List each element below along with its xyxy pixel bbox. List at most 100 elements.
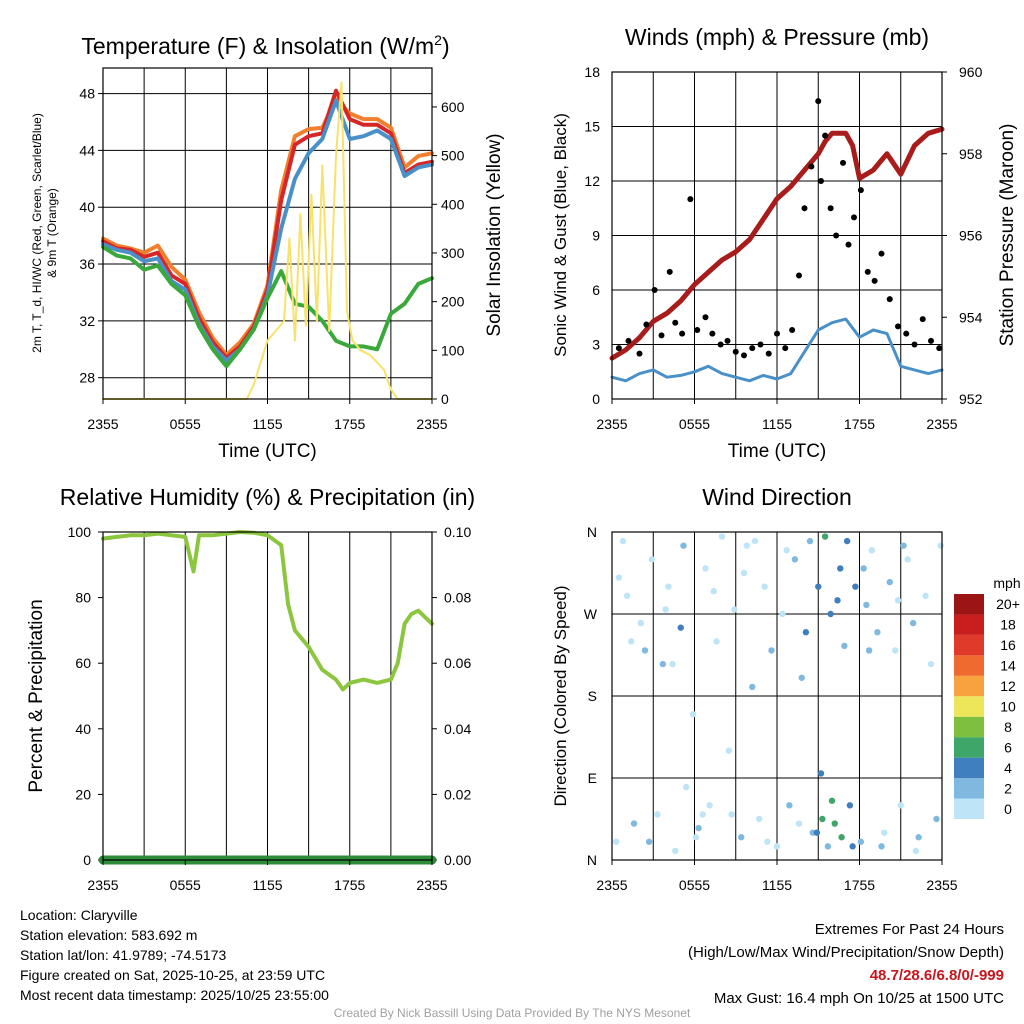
chart-title: Wind Direction xyxy=(702,484,852,510)
x-tick-label: 1755 xyxy=(844,416,875,432)
colorbar-swatch xyxy=(954,634,984,656)
direction-point xyxy=(915,834,922,841)
x-axis-label: Time (UTC) xyxy=(728,441,827,462)
y-tick-label: 60 xyxy=(75,655,91,671)
x-tick-label: 0555 xyxy=(679,877,710,893)
direction-point xyxy=(695,824,702,832)
y2-tick-label: 958 xyxy=(959,146,983,162)
y-axis-label-2: & 9m T (Orange) xyxy=(45,188,59,278)
direction-point xyxy=(852,583,859,590)
direction-point xyxy=(786,802,793,809)
y2-tick-label: 0.06 xyxy=(444,655,471,671)
gust-point xyxy=(709,330,716,337)
direction-point xyxy=(912,847,920,855)
x-tick-label: 2355 xyxy=(926,877,957,893)
colorbar-title: mph xyxy=(993,575,1020,591)
colorbar-label: 16 xyxy=(1000,637,1016,653)
y-tick-label: 9 xyxy=(592,228,600,244)
direction-point xyxy=(828,797,836,804)
direction-point xyxy=(665,583,672,590)
gust-point xyxy=(724,337,731,344)
y2-tick-label: 400 xyxy=(441,196,465,212)
created-text: Figure created on Sat, 2025-10-25, at 23… xyxy=(20,967,326,983)
y-tick-label: 32 xyxy=(79,313,95,329)
latlon-text: Station lat/lon: 41.9789; -74.5173 xyxy=(20,947,227,963)
direction-point xyxy=(751,537,759,545)
direction-point xyxy=(795,820,803,827)
y-tick-label: N xyxy=(587,852,597,868)
y2-tick-label: 200 xyxy=(441,294,465,310)
y2-axis-label: Solar Insolation (Yellow) xyxy=(484,133,505,336)
direction-point xyxy=(868,547,876,554)
direction-point xyxy=(672,847,679,855)
station-info: Location: Claryville Station elevation: … xyxy=(20,905,329,1005)
gust-point xyxy=(919,316,926,323)
y2-tick-label: 100 xyxy=(441,342,465,358)
direction-point xyxy=(838,834,845,841)
gust-point xyxy=(765,350,772,357)
direction-point xyxy=(863,601,870,609)
wdir-panel: N E S W N 2355 0555 1155 1755 2355 Wind Direction D… xyxy=(551,484,1021,893)
direction-point xyxy=(817,770,825,777)
temp-panel: 28 32 36 40 44 48 0 100 200 300 400 500 600 2355 0555 1… xyxy=(30,32,505,462)
y2-tick-label: 0 xyxy=(441,391,449,407)
direction-point xyxy=(755,815,763,823)
direction-point xyxy=(718,533,726,540)
direction-point xyxy=(849,843,856,850)
y2-tick-label: 600 xyxy=(441,99,465,115)
direction-point xyxy=(846,802,854,809)
direction-point xyxy=(779,610,786,618)
direction-point xyxy=(904,556,911,563)
colorbar: mph 0 2 4 6 8 10 12 14 16 18 20+ xyxy=(954,575,1021,819)
y-tick-label: 48 xyxy=(79,86,95,102)
y-tick-label: 36 xyxy=(79,256,95,272)
gust-point xyxy=(741,352,747,359)
gust-point xyxy=(840,159,846,166)
y2-tick-label: 960 xyxy=(959,64,983,80)
x-tick-label: 2355 xyxy=(596,877,627,893)
wind-panel: 0 3 6 9 12 15 18 952 954 956 958 960 2355 0555 1155 175… xyxy=(551,24,1018,462)
y2-tick-label: 0.10 xyxy=(444,524,471,540)
gust-point xyxy=(666,268,673,275)
gust-point xyxy=(936,345,943,352)
direction-point xyxy=(827,610,834,618)
colorbar-label: 12 xyxy=(1000,678,1016,694)
y2-tick-label: 500 xyxy=(441,148,465,164)
colorbar-swatch xyxy=(954,614,984,635)
direction-point xyxy=(680,542,687,549)
y-tick-label: 20 xyxy=(75,786,91,802)
credit-text: Created By Nick Bassill Using Data Provi… xyxy=(333,1006,691,1020)
max-gust-text: Max Gust: 16.4 mph On 10/25 at 1500 UTC xyxy=(713,990,1004,1007)
y-tick-label: 12 xyxy=(584,173,600,189)
y-tick-label: 0 xyxy=(83,852,91,868)
gust-point xyxy=(827,205,834,212)
direction-point xyxy=(886,578,893,586)
direction-point xyxy=(791,556,799,563)
colorbar-swatch xyxy=(954,798,984,819)
gust-point xyxy=(801,205,808,212)
direction-point xyxy=(841,642,848,650)
series-solar-insolation xyxy=(102,81,433,400)
direction-point xyxy=(831,820,838,827)
gust-point xyxy=(871,277,878,284)
gust-point xyxy=(886,296,893,303)
extremes-values: 48.7/28.6/6.8/0/-999 xyxy=(869,967,1004,984)
y-tick-label: 18 xyxy=(584,64,600,80)
gust-point xyxy=(702,314,709,321)
gust-point xyxy=(625,337,632,344)
direction-point xyxy=(749,683,756,691)
gust-point xyxy=(851,214,857,221)
direction-point xyxy=(824,843,832,850)
direction-point xyxy=(619,537,627,545)
y-tick-label: E xyxy=(588,770,597,786)
gust-point xyxy=(687,196,694,203)
y2-tick-label: 0.04 xyxy=(444,721,471,737)
direction-point xyxy=(865,647,873,654)
y-tick-label: 15 xyxy=(584,119,600,135)
gust-point xyxy=(732,348,739,355)
direction-point xyxy=(860,565,867,572)
direction-point xyxy=(764,838,771,845)
gust-point xyxy=(658,332,665,339)
elevation-text: Station elevation: 583.692 m xyxy=(20,927,198,943)
y-tick-label: S xyxy=(588,688,597,704)
